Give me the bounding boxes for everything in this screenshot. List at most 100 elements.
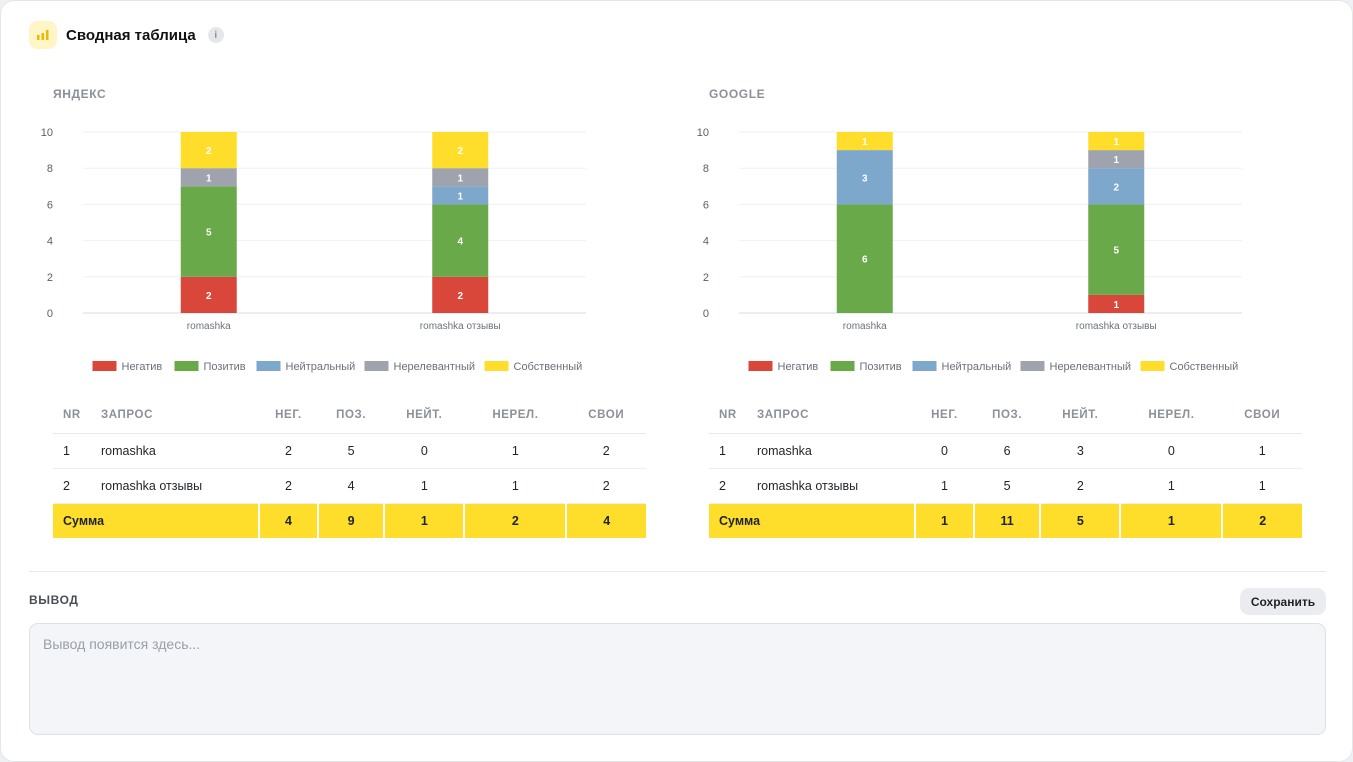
legend-swatch [364,361,389,371]
output-textarea[interactable] [29,623,1326,735]
bar-data-label: 1 [1113,155,1119,166]
table-header-row: NR ЗАПРОС НЕГ. ПОЗ. НЕЙТ. НЕРЕЛ. СВОИ [709,397,1302,434]
info-icon[interactable]: i [207,27,224,43]
cell-neg: 0 [915,433,974,469]
bar-data-label: 6 [862,255,868,266]
sum-own: 4 [565,503,646,538]
bar-data-label: 1 [206,173,212,184]
y-tick-label: 4 [703,236,709,248]
table-row: 2 romashka отзывы 2 4 1 1 2 [53,468,646,504]
bar-segment [180,276,237,313]
legend-label: Нерелевантный [1050,361,1132,373]
y-tick-label: 2 [47,272,53,284]
legend-label: Нерелевантный [394,361,476,373]
col-neg: НЕГ. [915,397,974,434]
bar-segment [836,132,893,151]
cell-nr: 2 [53,468,89,504]
bar-segment [432,168,489,187]
y-tick-label: 6 [47,199,53,211]
sum-row: Сумма 4 9 1 2 4 [53,503,646,538]
col-query: ЗАПРОС [745,397,915,434]
legend-swatch [174,361,199,371]
bar-chart-icon [29,21,57,49]
bar-segment [1088,204,1145,295]
legend-swatch [92,361,117,371]
sum-label: Сумма [53,503,259,538]
legend-label: Негатив [778,361,819,373]
col-own: СВОИ [1222,397,1302,434]
y-tick-label: 8 [47,163,53,175]
legend-label: Негатив [122,361,163,373]
google-title: GOOGLE [709,87,766,101]
legend-swatch [830,361,855,371]
yandex-chart: 0 2 4 6 8 10 2 5 1 2 romashka 2 4 1 1 2 romashka отзывы Н… [41,127,586,373]
col-irrel: НЕРЕЛ. [464,397,567,434]
y-tick-label: 10 [697,127,709,139]
legend-label: Нейтральный [286,361,356,373]
col-nr: NR [53,397,89,434]
bar-segment [432,186,489,205]
cell-pos: 5 [317,433,385,469]
google-chart: 0 2 4 6 8 10 6 3 1 romashka 1 5 2 1 1 romashka отзывы Не… [697,127,1242,373]
sum-irrel: 2 [463,503,567,538]
cell-neg: 2 [259,433,318,469]
sum-pos: 11 [972,503,1041,538]
bar-segment [1088,150,1145,169]
legend-label: Позитив [860,361,902,373]
section-divider [29,571,1326,572]
bar-segment [1088,294,1145,313]
bar-segment [180,132,237,169]
bar-segment [432,276,489,313]
bar-data-label: 4 [457,237,463,248]
col-own: СВОИ [566,397,646,434]
legend-swatch [748,361,773,371]
bar-data-label: 1 [457,173,463,184]
table-row: 2 romashka отзывы 1 5 2 1 1 [709,468,1302,504]
sum-neut: 1 [383,503,465,538]
google-panel: GOOGLE 0 2 4 6 8 10 6 3 1 romashka 1 5 2 1 1 romashka о… [697,87,1309,538]
legend-swatch [256,361,281,371]
table-row: 1 romashka 2 5 0 1 2 [53,433,646,469]
page-title: Сводная таблица [66,26,196,44]
y-tick-label: 0 [47,308,53,320]
cell-own: 1 [1222,468,1302,504]
bar-data-label: 1 [862,137,868,148]
col-neut: НЕЙТ. [1040,397,1121,434]
cell-nr: 1 [53,433,89,469]
y-tick-label: 6 [703,199,709,211]
cell-own: 1 [1222,433,1302,469]
card-header: Сводная таблица i [29,21,224,49]
cell-irrel: 1 [1120,468,1223,504]
col-pos: ПОЗ. [973,397,1041,434]
col-nr: NR [709,397,745,434]
cell-pos: 4 [317,468,385,504]
x-tick-label: romashka [187,321,231,332]
yandex-panel: ЯНДЕКС 0 2 4 6 8 10 2 5 1 2 romashka 2 4 1 1 2 romashka … [41,87,653,538]
cell-query: romashka отзывы [745,468,915,504]
y-tick-label: 10 [41,127,53,139]
yandex-table: NR ЗАПРОС НЕГ. ПОЗ. НЕЙТ. НЕРЕЛ. СВОИ 1 … [53,397,646,538]
col-query: ЗАПРОС [89,397,259,434]
save-button[interactable]: Сохранить [1240,588,1326,615]
cell-query: romashka [89,433,259,469]
cell-pos: 5 [973,468,1041,504]
bar-segment [432,204,489,277]
bar-data-label: 2 [1113,182,1119,193]
y-tick-label: 2 [703,272,709,284]
cell-irrel: 1 [464,433,567,469]
cell-own: 2 [566,468,646,504]
output-label: ВЫВОД [29,593,79,607]
col-neg: НЕГ. [259,397,318,434]
bar-data-label: 2 [457,291,463,302]
sum-label: Сумма [709,503,915,538]
legend-swatch [484,361,509,371]
bar-data-label: 5 [206,228,212,239]
y-tick-label: 4 [47,236,53,248]
y-tick-label: 0 [703,308,709,320]
legend-label: Собственный [514,361,583,373]
legend-label: Собственный [1170,361,1239,373]
legend-swatch [1140,361,1165,371]
legend-label: Позитив [204,361,246,373]
col-neut: НЕЙТ. [384,397,465,434]
